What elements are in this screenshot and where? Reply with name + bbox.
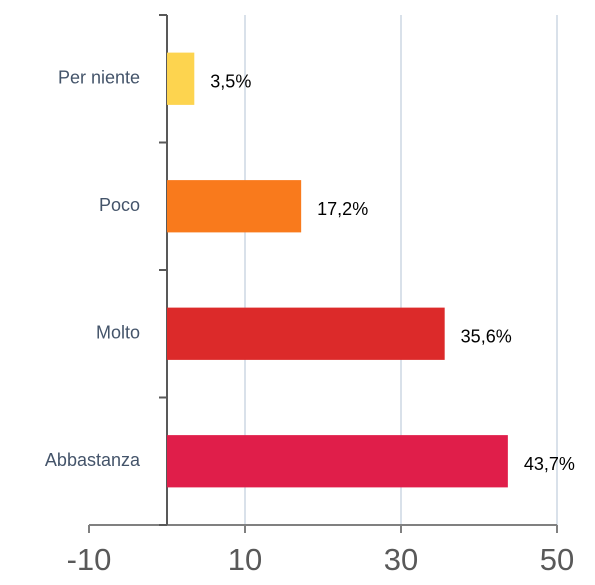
- y-tick-label: Per niente: [58, 68, 140, 88]
- y-tick-label: Poco: [99, 195, 140, 215]
- bar: [167, 52, 195, 105]
- bar: [167, 307, 445, 360]
- data-label: 17,2%: [317, 199, 368, 219]
- bar: [167, 180, 302, 233]
- data-label: 35,6%: [461, 327, 512, 347]
- y-tick-label: Abbastanza: [45, 450, 141, 470]
- y-tick-label: Molto: [96, 323, 140, 343]
- x-tick-label: -10: [67, 542, 112, 577]
- x-tick-label: 30: [384, 542, 418, 577]
- x-tick-label: 50: [540, 542, 574, 577]
- x-tick-label: 10: [228, 542, 262, 577]
- bar: [167, 435, 508, 488]
- data-label: 3,5%: [210, 72, 251, 92]
- data-label: 43,7%: [524, 454, 575, 474]
